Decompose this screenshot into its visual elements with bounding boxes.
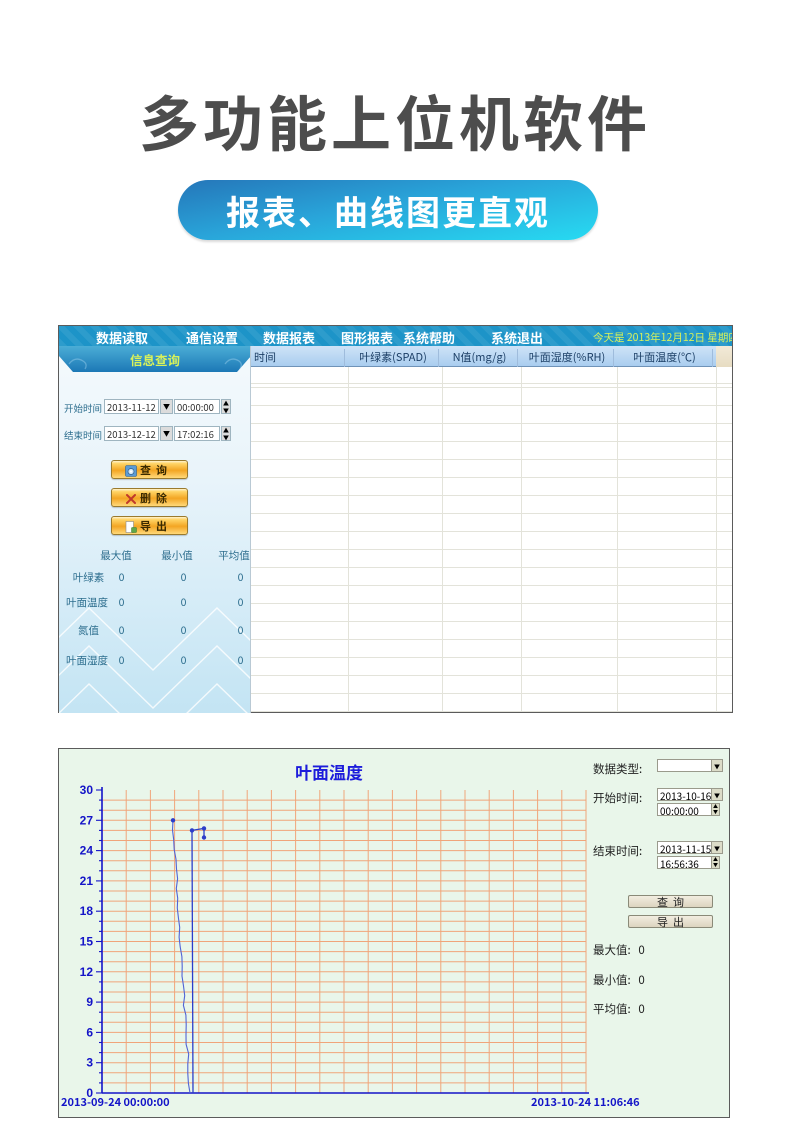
svg-text:3: 3 [86, 1056, 93, 1070]
svg-text:6: 6 [86, 1025, 93, 1039]
svg-text:12: 12 [80, 965, 94, 979]
svg-text:15: 15 [80, 935, 94, 949]
svg-text:18: 18 [80, 904, 94, 918]
svg-text:27: 27 [80, 813, 94, 827]
svg-text:30: 30 [80, 783, 94, 797]
svg-text:9: 9 [86, 995, 93, 1009]
svg-text:24: 24 [80, 844, 94, 858]
svg-text:21: 21 [80, 874, 94, 888]
